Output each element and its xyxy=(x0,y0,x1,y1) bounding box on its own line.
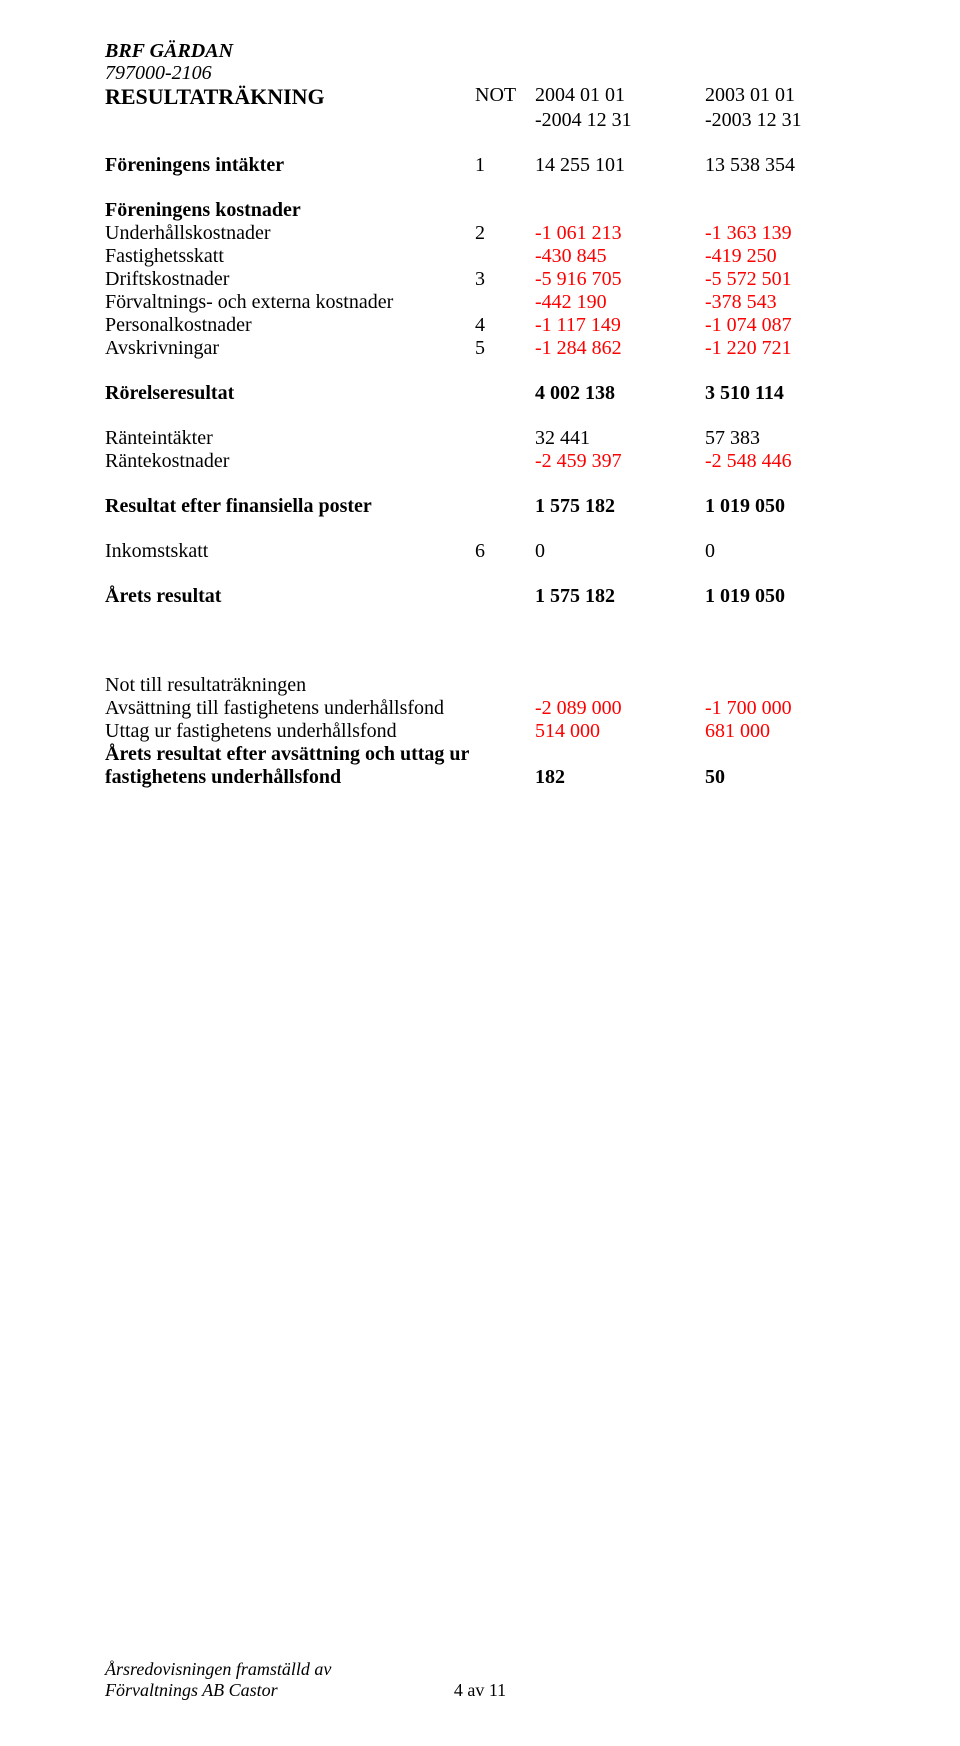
cell-label: Räntekostnader xyxy=(105,450,475,473)
cell-v2: -1 074 087 xyxy=(705,314,870,337)
cell-not: 4 xyxy=(475,314,535,337)
cell-v2: -419 250 xyxy=(705,245,870,268)
row-arets-resultat: Årets resultat 1 575 182 1 019 050 xyxy=(105,585,870,608)
cell-not: 6 xyxy=(475,540,535,563)
cell-label: Rörelseresultat xyxy=(105,382,475,405)
cell-label: Föreningens kostnader xyxy=(105,199,475,222)
cell-v1: 514 000 xyxy=(535,720,705,743)
row-kostnader-header: Föreningens kostnader xyxy=(105,199,870,222)
cell-v1: -2 089 000 xyxy=(535,697,705,720)
cell-not: 5 xyxy=(475,337,535,360)
cell-v2: 1 019 050 xyxy=(705,495,870,518)
cell-label: Förvaltnings- och externa kostnader xyxy=(105,291,475,314)
row-drift: Driftskostnader 3 -5 916 705 -5 572 501 xyxy=(105,268,870,291)
cell-label: fastighetens underhållsfond xyxy=(105,766,475,789)
cell-v1: -2 459 397 xyxy=(535,450,705,473)
cell-v2: -1 700 000 xyxy=(705,697,870,720)
org-name: BRF GÄRDAN xyxy=(105,40,870,62)
row-inkomstskatt: Inkomstskatt 6 0 0 xyxy=(105,540,870,563)
footer-line1: Årsredovisningen framställd av xyxy=(105,1659,331,1680)
cell-label: Fastighetsskatt xyxy=(105,245,475,268)
row-avskriv: Avskrivningar 5 -1 284 862 -1 220 721 xyxy=(105,337,870,360)
cell-v1: 4 002 138 xyxy=(535,382,705,405)
cell-v2: -1 363 139 xyxy=(705,222,870,245)
cell-v2: 681 000 xyxy=(705,720,870,743)
cell-not: 2 xyxy=(475,222,535,245)
cell-label: Personalkostnader xyxy=(105,314,475,337)
not-header: NOT xyxy=(475,84,535,109)
cell-label: Underhållskostnader xyxy=(105,222,475,245)
cell-label: Uttag ur fastighetens underhållsfond xyxy=(105,720,475,743)
cell-label: Avskrivningar xyxy=(105,337,475,360)
row-forvaltning: Förvaltnings- och externa kostnader -442… xyxy=(105,291,870,314)
cell-v1: -430 845 xyxy=(535,245,705,268)
cell-v1: 1 575 182 xyxy=(535,585,705,608)
row-ranteintakter: Ränteintäkter 32 441 57 383 xyxy=(105,427,870,450)
cell-v1: 0 xyxy=(535,540,705,563)
row-underhall: Underhållskostnader 2 -1 061 213 -1 363 … xyxy=(105,222,870,245)
cell-v1: 32 441 xyxy=(535,427,705,450)
cell-v2: -5 572 501 xyxy=(705,268,870,291)
cell-label: Årets resultat efter avsättning och utta… xyxy=(105,743,475,766)
cell-v2: 50 xyxy=(705,766,870,789)
cell-v1: -5 916 705 xyxy=(535,268,705,291)
income-statement-table: RESULTATRÄKNING NOT 2004 01 01 2003 01 0… xyxy=(105,84,870,789)
cell-v2: -1 220 721 xyxy=(705,337,870,360)
statement-title: RESULTATRÄKNING xyxy=(105,84,475,109)
row-personal: Personalkostnader 4 -1 117 149 -1 074 08… xyxy=(105,314,870,337)
period2-line1: 2003 01 01 xyxy=(705,84,870,109)
cell-label: Resultat efter finansiella poster xyxy=(105,495,475,518)
period2-line2: -2003 12 31 xyxy=(705,109,870,132)
cell-v1: 1 575 182 xyxy=(535,495,705,518)
title-row: RESULTATRÄKNING NOT 2004 01 01 2003 01 0… xyxy=(105,84,870,109)
org-number: 797000-2106 xyxy=(105,62,870,84)
cell-v1: 182 xyxy=(535,766,705,789)
cell-label: Inkomstskatt xyxy=(105,540,475,563)
cell-v1: -442 190 xyxy=(535,291,705,314)
cell-label: Föreningens intäkter xyxy=(105,154,475,177)
row-rantekostnader: Räntekostnader -2 459 397 -2 548 446 xyxy=(105,450,870,473)
row-not-header: Not till resultaträkningen xyxy=(105,674,870,697)
row-uttag: Uttag ur fastighetens underhållsfond 514… xyxy=(105,720,870,743)
row-efter-avsattning-l2: fastighetens underhållsfond 182 50 xyxy=(105,766,870,789)
cell-v1: -1 117 149 xyxy=(535,314,705,337)
period1-line1: 2004 01 01 xyxy=(535,84,705,109)
cell-v2: -2 548 446 xyxy=(705,450,870,473)
cell-not: 3 xyxy=(475,268,535,291)
title-row-2: -2004 12 31 -2003 12 31 xyxy=(105,109,870,132)
row-rorelseresultat: Rörelseresultat 4 002 138 3 510 114 xyxy=(105,382,870,405)
cell-v1: -1 061 213 xyxy=(535,222,705,245)
cell-label: Not till resultaträkningen xyxy=(105,674,475,697)
period1-line2: -2004 12 31 xyxy=(535,109,705,132)
cell-label: Avsättning till fastighetens underhållsf… xyxy=(105,697,475,720)
cell-v1: 14 255 101 xyxy=(535,154,705,177)
cell-v2: 1 019 050 xyxy=(705,585,870,608)
row-efter-avsattning-l1: Årets resultat efter avsättning och utta… xyxy=(105,743,870,766)
cell-label: Driftskostnader xyxy=(105,268,475,291)
row-intakter: Föreningens intäkter 1 14 255 101 13 538… xyxy=(105,154,870,177)
row-resultat-finansiella: Resultat efter finansiella poster 1 575 … xyxy=(105,495,870,518)
row-avsattning: Avsättning till fastighetens underhållsf… xyxy=(105,697,870,720)
cell-label: Årets resultat xyxy=(105,585,475,608)
cell-v2: 57 383 xyxy=(705,427,870,450)
cell-v2: 3 510 114 xyxy=(705,382,870,405)
cell-v2: 13 538 354 xyxy=(705,154,870,177)
page: BRF GÄRDAN 797000-2106 RESULTATRÄKNING N… xyxy=(0,0,960,1746)
page-number: 4 av 11 xyxy=(0,1680,960,1701)
cell-label: Ränteintäkter xyxy=(105,427,475,450)
cell-v2: 0 xyxy=(705,540,870,563)
row-fastighetsskatt: Fastighetsskatt -430 845 -419 250 xyxy=(105,245,870,268)
cell-v2: -378 543 xyxy=(705,291,870,314)
cell-not: 1 xyxy=(475,154,535,177)
cell-v1: -1 284 862 xyxy=(535,337,705,360)
